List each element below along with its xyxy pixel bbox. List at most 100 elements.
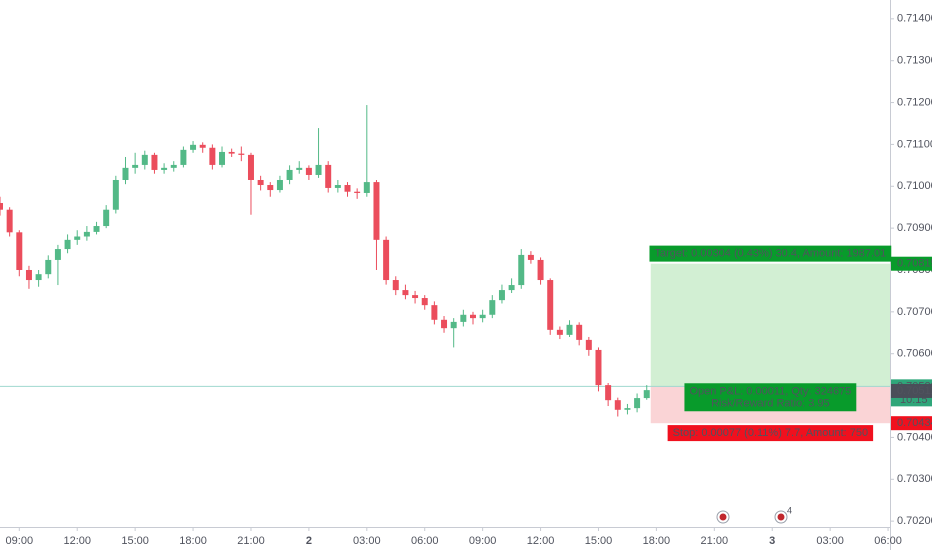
pnl-label: Open P&L: 0.00011, Qty: 324675 [689,385,851,397]
candle-body [305,167,312,175]
candle-body [392,280,399,291]
x-tick-label: 03:00 [353,535,381,547]
candle-body [257,179,264,186]
candle-body [363,182,370,193]
price-tag [891,256,932,271]
candle-body [498,290,505,301]
candle-body [460,314,467,322]
candle-body [595,349,602,386]
candle-body [199,144,206,148]
price-tag-label: 0.70434 [897,417,932,429]
stop-label: Stop: 0.00077 (0.11%) 7.7, Amount: 750 [673,427,869,439]
x-tick-label: 3 [769,535,775,547]
candle-body [219,151,226,165]
x-tick-label: 21:00 [237,535,265,547]
candle-body [605,385,612,401]
candle-body [315,164,322,175]
candle-body [412,295,419,299]
price-tag [891,383,932,398]
candle-body [421,298,428,306]
candle-body [45,259,52,275]
candle-body [450,321,457,329]
candle-body [54,249,61,260]
x-tick-label: 09:00 [469,535,497,547]
event-icon[interactable] [716,510,730,524]
x-tick-label: 12:00 [63,535,91,547]
x-tick-label: 18:00 [179,535,207,547]
candle-body [141,154,148,165]
candle-body [479,314,486,319]
candle-body [180,149,187,165]
candle-body [25,269,32,281]
candle-body [373,182,380,240]
rr-label: Risk/Reward Ratio: 3.95 [711,397,830,409]
price-tag-label: 0.70511 [897,385,932,397]
candle-body [112,179,119,210]
candle-body [431,305,438,320]
x-tick-label: 03:00 [816,535,844,547]
candle-body [209,147,216,165]
x-tick-label: 15:00 [121,535,149,547]
candle-body [634,398,641,409]
candle-body [537,259,544,281]
candle-body [122,167,129,180]
pnl-label-bg [684,383,857,412]
x-tick-label: 06:00 [411,535,439,547]
target-label: Target: 0.00304 (0.43%) 30.4, Amount: 19… [654,248,886,260]
candle-body [556,329,563,335]
x-tick-label: 15:00 [585,535,613,547]
candle-body [470,314,476,319]
candle-body [35,274,42,281]
candle-body [624,408,631,410]
price-tag-label: 0.70815 [897,258,932,270]
candle-body [614,400,621,410]
candle-body [170,164,177,168]
candle-body [518,254,525,286]
candle-body [354,191,361,193]
candle-body [576,324,583,340]
x-tick-label: 21:00 [701,535,729,547]
x-tick-label: 09:00 [6,535,34,547]
candle-body [276,179,283,191]
candle-body [103,209,110,227]
candle-body [247,154,254,180]
event-icon[interactable] [774,510,788,524]
target-zone [650,263,890,387]
stop-label-bg [667,425,874,442]
candle-body [344,185,351,192]
event-count: 4 [787,505,792,515]
candle-body [190,144,197,150]
x-tick-label: 06:00 [874,535,902,547]
candle-body [74,236,81,240]
candle-body [93,226,100,232]
x-tick-label: 18:00 [643,535,671,547]
candle-body [267,185,274,191]
target-label-bg [649,245,892,262]
candle-body [334,185,341,188]
candle-body [6,209,13,233]
price-tag [891,416,932,431]
candle-body [238,153,245,155]
candle-body [161,167,168,170]
candle-body [547,280,554,330]
candle-body [402,290,409,296]
candle-body [566,324,573,335]
event-flag [777,513,785,521]
candle-body [441,319,448,329]
candle-body [151,154,158,170]
candle-body [132,164,139,168]
candle-body [508,285,515,291]
candle-body [489,300,496,315]
candle-body [527,254,534,260]
candle-body [228,151,235,154]
event-flag [719,513,727,521]
